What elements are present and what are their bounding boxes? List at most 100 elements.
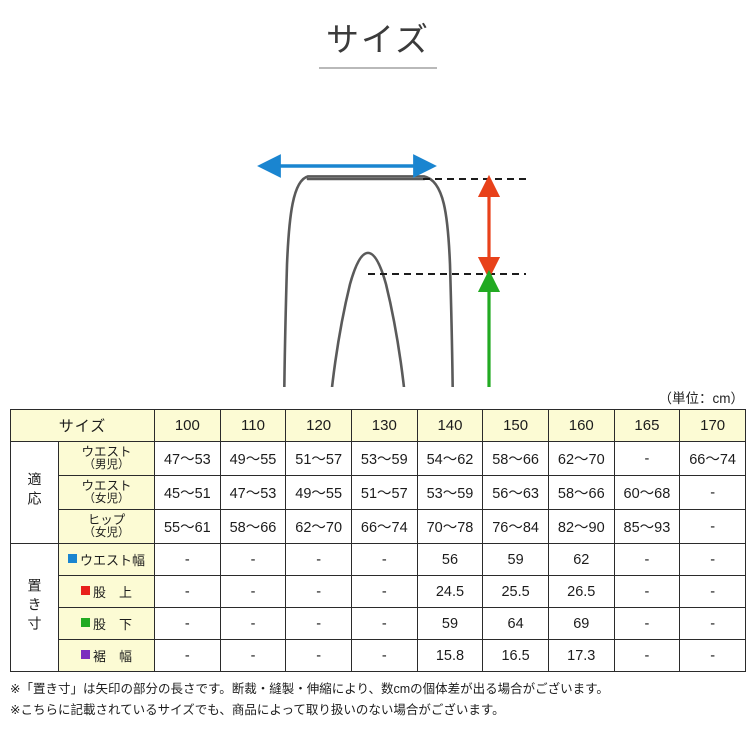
cell-100: 47〜53: [154, 441, 221, 477]
table-row: 適応 ウエスト （男児） 47〜53 49〜55 51〜57 53〜59 54〜62 58〜66…: [10, 441, 746, 545]
header-cell-size-165: 165: [613, 409, 681, 443]
header-cell-size-160: 160: [547, 409, 615, 443]
pants-measurement-diagram: [0, 69, 756, 388]
table-row: 置き寸 ウエスト幅 - - - -56 59 62- -: [10, 543, 746, 673]
color-swatch-icon: [80, 618, 90, 628]
table-row: 股 下 - - - -59 64 69- -: [11, 607, 746, 641]
header-cell-size: サイズ: [10, 409, 155, 443]
unit-label: （単位：cm）: [658, 391, 745, 407]
cell-160: 17.3: [547, 639, 615, 673]
footnotes: ※「置き寸」は矢印の部分の長さです。断裁・縫製・伸縮により、数cmの個体差が出る…: [10, 679, 746, 720]
table-row: 裾 幅 - - - -15.8 16.5 17.3- -: [11, 639, 746, 673]
cell-130: 51〜57: [350, 475, 418, 511]
cell-165: -: [613, 543, 681, 577]
cell-160: 62: [547, 543, 615, 577]
cell-170: 66〜74: [679, 441, 746, 477]
cell-130: -: [350, 543, 418, 577]
cell-140: 54〜62: [416, 441, 484, 477]
cell-120: 49〜55: [285, 475, 352, 511]
cell-110: -: [219, 607, 287, 641]
cell-140: 59: [416, 607, 484, 641]
cell-140: 24.5: [416, 575, 484, 609]
cell-140: 53〜59: [416, 475, 484, 511]
cell-120: -: [285, 575, 352, 609]
cell-170: -: [679, 543, 746, 577]
cell-130: 53〜59: [350, 441, 418, 477]
cell-170: -: [679, 639, 746, 673]
cell-165: -: [613, 639, 681, 673]
header-cell-size-130: 130: [350, 409, 418, 443]
cell-130: -: [350, 639, 418, 673]
table-row: ヒップ （女児） 55〜61 58〜66 62〜70 66〜74 70〜78 76〜84 82〜…: [11, 509, 746, 545]
cell-150: 16.5: [482, 639, 549, 673]
footnote-1: ※「置き寸」は矢印の部分の長さです。断裁・縫製・伸縮により、数cmの個体差が出る…: [10, 682, 609, 697]
cell-140: 70〜78: [416, 509, 484, 545]
row-label-裾 幅: 裾 幅: [58, 639, 155, 673]
cell-130: -: [350, 575, 418, 609]
pants-outline-shape: [283, 175, 454, 388]
table-row: ウエスト （女児） 45〜51 47〜53 49〜55 51〜57 53〜59 56〜63 58…: [11, 475, 746, 511]
page-title: サイズ: [325, 21, 430, 58]
cell-140: 56: [416, 543, 484, 577]
cell-160: 58〜66: [547, 475, 615, 511]
cell-160: 26.5: [547, 575, 615, 609]
table-row: 股 上 - - - -24.5 25.5 26.5- -: [11, 575, 746, 609]
cell-150: 59: [482, 543, 549, 577]
cell-165: -: [613, 441, 681, 477]
row-label-ヒップ（女児）: ヒップ （女児）: [58, 509, 155, 545]
title-underline-divider: [319, 67, 437, 70]
page-header: サイズ: [0, 0, 756, 70]
header-cell-size-100: 100: [154, 409, 221, 443]
header-cell-size-110: 110: [219, 409, 287, 443]
cell-140: 15.8: [416, 639, 484, 673]
cell-170: -: [679, 575, 746, 609]
cell-100: 55〜61: [154, 509, 221, 545]
cell-160: 69: [547, 607, 615, 641]
row-label-ウエスト幅: ウエスト幅: [58, 543, 155, 577]
cell-160: 62〜70: [547, 441, 615, 477]
cell-130: -: [350, 607, 418, 641]
cell-165: -: [613, 607, 681, 641]
cell-110: -: [219, 543, 287, 577]
cell-100: -: [154, 543, 221, 577]
cell-150: 76〜84: [482, 509, 549, 545]
row-label-ウエスト（女児）: ウエスト （女児）: [58, 475, 155, 511]
cell-170: -: [679, 475, 746, 511]
cell-170: -: [679, 607, 746, 641]
row-label-股 下: 股 下: [58, 607, 155, 641]
cell-160: 82〜90: [547, 509, 615, 545]
cell-165: 85〜93: [613, 509, 681, 545]
row-label-ウエスト（男児）: ウエスト （男児）: [58, 441, 155, 477]
row-label-股 上: 股 上: [58, 575, 155, 609]
cell-110: 58〜66: [219, 509, 287, 545]
cell-110: 49〜55: [219, 441, 287, 477]
cell-120: -: [285, 607, 352, 641]
header-cell-size-140: 140: [416, 409, 484, 443]
color-swatch-icon: [80, 650, 90, 660]
cell-110: 47〜53: [219, 475, 287, 511]
cell-100: -: [154, 575, 221, 609]
table-header-row: サイズ 100 110 120 130 140 150 160 165 170: [10, 409, 746, 443]
cell-120: -: [285, 543, 352, 577]
cell-150: 25.5: [482, 575, 549, 609]
cell-110: -: [219, 575, 287, 609]
group-label-adaptive: 適応: [10, 441, 59, 545]
color-swatch-icon: [67, 554, 77, 564]
header-cell-size-120: 120: [285, 409, 352, 443]
color-swatch-icon: [80, 586, 90, 596]
size-chart-table: サイズ 100 110 120 130 140 150 160 165 170 適応 ウエスト （男児）…: [10, 409, 746, 673]
cell-100: -: [154, 607, 221, 641]
cell-110: -: [219, 639, 287, 673]
cell-100: -: [154, 639, 221, 673]
header-cell-size-150: 150: [482, 409, 549, 443]
cell-120: -: [285, 639, 352, 673]
cell-150: 56〜63: [482, 475, 549, 511]
cell-150: 58〜66: [482, 441, 549, 477]
pants-diagram-svg: [257, 154, 526, 388]
header-cell-size-170: 170: [679, 409, 746, 443]
cell-165: -: [613, 575, 681, 609]
cell-100: 45〜51: [154, 475, 221, 511]
guide-lines: [368, 178, 526, 276]
cell-120: 51〜57: [285, 441, 352, 477]
footnote-2: ※こちらに記載されているサイズでも、商品によって取り扱いのない場合がございます。: [10, 702, 505, 717]
